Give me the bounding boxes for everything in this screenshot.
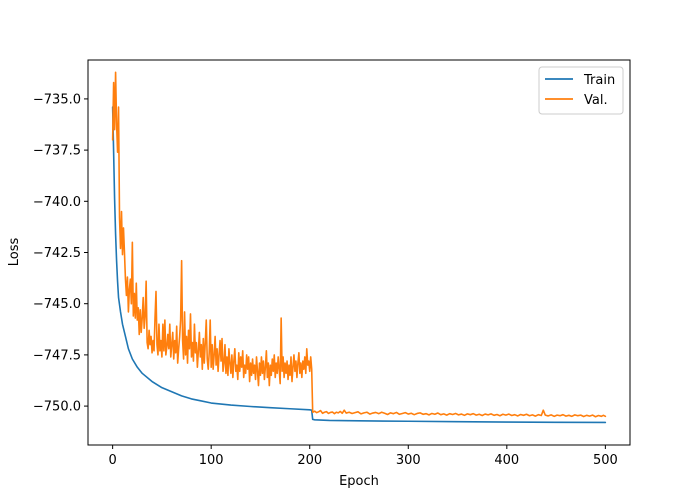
x-tick-label: 500	[593, 453, 618, 468]
series-line-val	[111, 71, 607, 418]
legend: Train Val.	[538, 66, 624, 115]
plot-area	[111, 71, 607, 424]
x-tick-label: 0	[108, 453, 116, 468]
y-tick-label: −740.0	[33, 195, 81, 210]
axes-frame	[87, 59, 631, 446]
y-tick-label: −750.0	[33, 400, 81, 415]
legend-train-label: Train	[583, 73, 615, 88]
y-tick-label: −747.5	[33, 348, 81, 363]
y-tick-label: −735.0	[33, 92, 81, 107]
y-tick-label: −737.5	[33, 144, 81, 159]
x-tick-label: 400	[494, 453, 519, 468]
axis-ticks: 0 100 200 300 400 500 −735.0 −737.5 −740.0 −742.5…	[33, 92, 618, 468]
y-axis-label: Loss	[7, 238, 22, 267]
series-line-train	[111, 106, 607, 424]
x-axis-label: Epoch	[339, 474, 379, 489]
y-tick-label: −742.5	[33, 246, 81, 261]
x-tick-label: 300	[396, 453, 421, 468]
x-tick-label: 100	[199, 453, 224, 468]
y-tick-label: −745.0	[33, 297, 81, 312]
x-tick-label: 200	[297, 453, 322, 468]
legend-val-label: Val.	[584, 93, 608, 108]
